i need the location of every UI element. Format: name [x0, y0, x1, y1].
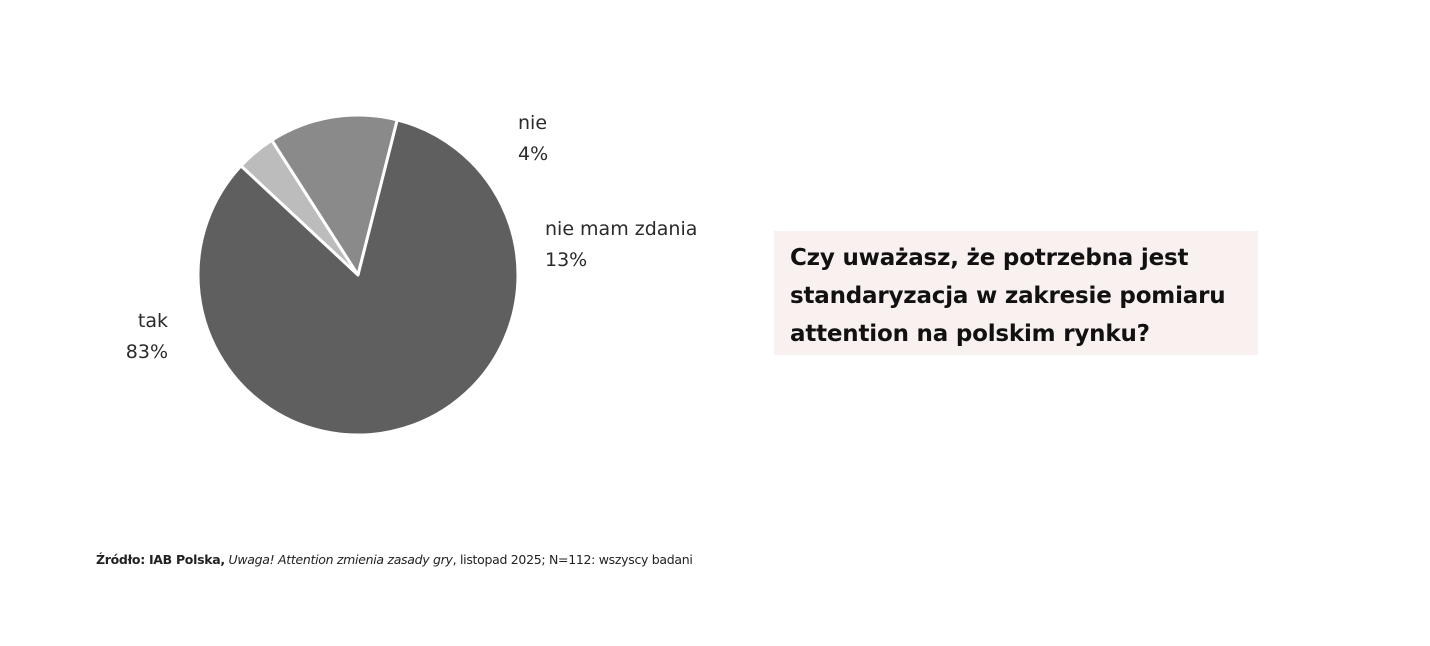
slice-label-nie: nie 4%	[518, 108, 548, 170]
question-box: Czy uważasz, że potrzebna jest standaryz…	[774, 231, 1258, 355]
question-text: Czy uważasz, że potrzebna jest standaryz…	[790, 239, 1244, 353]
slice-label-nie-name: nie	[518, 112, 548, 134]
pie-chart	[196, 113, 520, 437]
slice-label-tak-value: 83%	[125, 341, 168, 363]
source-note: Źródło: IAB Polska, Uwaga! Attention zmi…	[96, 552, 693, 567]
source-suffix: , listopad 2025; N=112: wszyscy badani	[452, 552, 693, 567]
pie-slice-tak	[196, 118, 520, 437]
question-line-3: attention na polskim rynku?	[790, 321, 1150, 347]
source-prefix: Źródło: IAB Polska,	[96, 552, 225, 567]
slice-label-nie-mam-zdania: nie mam zdania 13%	[545, 214, 697, 276]
slice-label-nie-mam-zdania-value: 13%	[545, 249, 588, 271]
source-title: Uwaga! Attention zmienia zasady gry	[228, 552, 453, 567]
question-line-2: standaryzacja w zakresie pomiaru	[790, 283, 1226, 309]
slice-label-nie-value: 4%	[518, 143, 549, 165]
slice-label-nie-mam-zdania-name: nie mam zdania	[545, 218, 698, 240]
slice-label-tak: tak 83%	[110, 306, 168, 368]
pie-slice-nie-mam-zdania	[270, 113, 399, 277]
question-line-1: Czy uważasz, że potrzebna jest	[790, 245, 1189, 271]
slice-label-tak-name: tak	[137, 310, 168, 332]
